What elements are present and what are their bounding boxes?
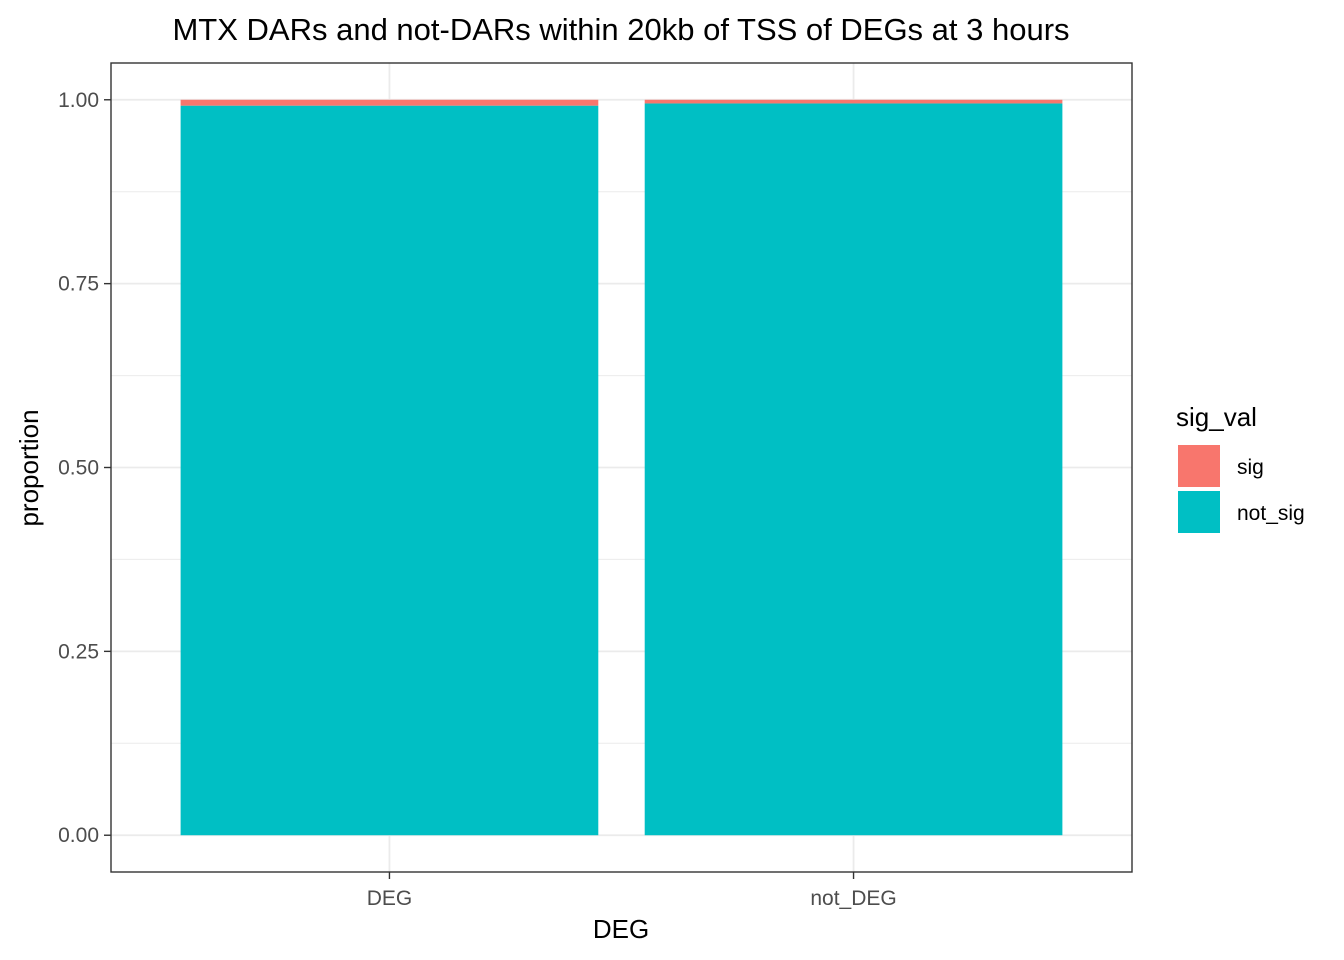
legend-label-not_sig: not_sig <box>1237 502 1305 525</box>
legend-items: sig not_sig <box>1178 445 1305 533</box>
bars <box>180 99 1063 836</box>
legend-label-sig: sig <box>1237 456 1264 479</box>
y-tick-label: 1.00 <box>58 89 99 112</box>
y-axis-title: proportion <box>14 409 44 526</box>
chart-title: MTX DARs and not-DARs within 20kb of TSS… <box>172 12 1069 47</box>
legend-swatch-sig <box>1178 445 1220 487</box>
y-tick-label: 0.00 <box>58 824 99 847</box>
bar-not_sig-not_DEG <box>644 103 1063 836</box>
y-axis: 0.00 0.25 0.50 0.75 1.00 <box>58 89 111 847</box>
y-tick-label: 0.50 <box>58 457 99 480</box>
x-tick-label: not_DEG <box>810 887 896 910</box>
legend-title: sig_val <box>1176 402 1257 432</box>
y-tick-label: 0.75 <box>58 273 99 296</box>
bar-sig-DEG <box>180 99 599 106</box>
bar-not_sig-DEG <box>180 105 599 836</box>
legend: sig_val sig not_sig <box>1176 402 1305 533</box>
x-axis-title: DEG <box>593 914 649 944</box>
legend-swatch-not_sig <box>1178 491 1220 533</box>
x-tick-label: DEG <box>367 887 413 910</box>
x-axis: DEG not_DEG <box>367 872 897 910</box>
bar-sig-not_DEG <box>644 99 1063 104</box>
y-tick-label: 0.25 <box>58 640 99 663</box>
